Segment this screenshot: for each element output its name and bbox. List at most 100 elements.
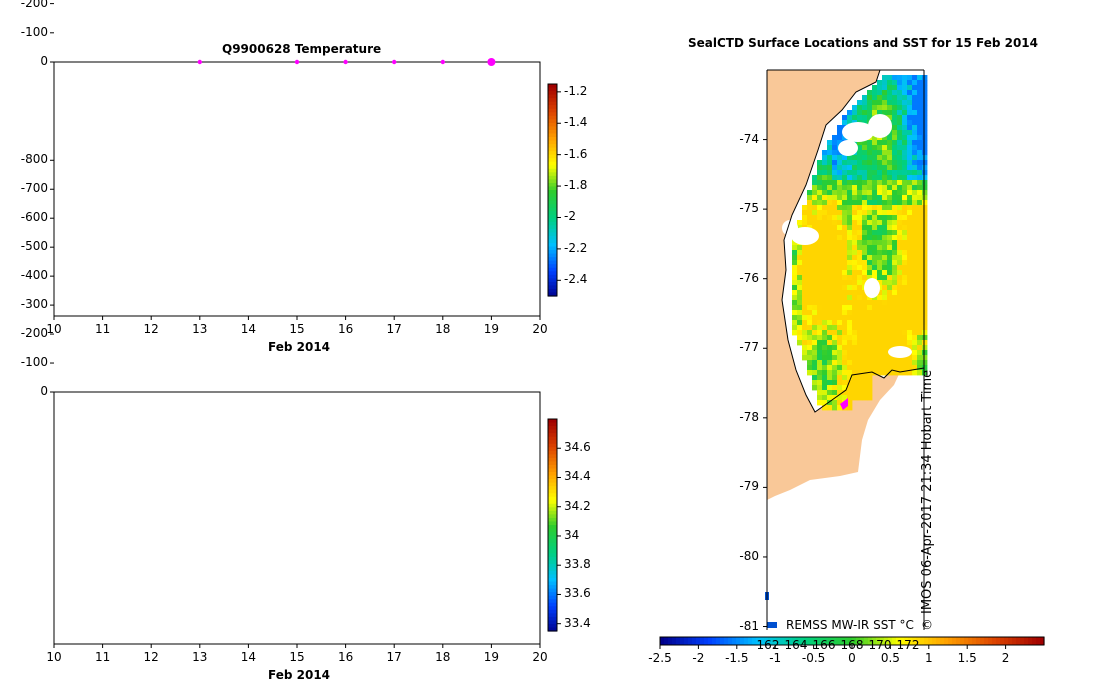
sst-pixel: [867, 95, 873, 101]
temp-xtick-label: 12: [143, 322, 159, 336]
sst-pixel: [887, 170, 893, 176]
sst-pixel: [912, 250, 918, 256]
sst-pixel: [852, 215, 858, 221]
temp-xtick-label: 15: [289, 322, 305, 336]
sst-pixel: [912, 185, 918, 191]
sst-pixel: [867, 235, 873, 241]
sst-pixel: [917, 175, 923, 181]
lat-tick-label: -74: [739, 131, 759, 146]
missing-data-patch: [842, 122, 874, 142]
sst-pixel: [852, 385, 858, 391]
sst-pixel: [922, 285, 928, 291]
sst-pixel: [887, 185, 893, 191]
sst-pixel: [902, 205, 908, 211]
sst-pixel: [897, 275, 903, 281]
sst-pixel: [847, 170, 853, 176]
sst-pixel: [907, 170, 913, 176]
sst-pixel: [887, 110, 893, 116]
sst-pixel: [837, 190, 843, 196]
sst-pixel: [862, 335, 868, 341]
sst-pixel: [897, 335, 903, 341]
sst-pixel: [877, 270, 883, 276]
temp-colorbar-segment: [548, 158, 557, 163]
sst-pixel: [887, 295, 893, 301]
sst-pixel: [872, 330, 878, 336]
sst-pixel: [792, 330, 798, 336]
sst-pixel: [857, 350, 863, 356]
temp-colorbar-segment: [548, 197, 557, 202]
sst-pixel: [882, 255, 888, 261]
sst-pixel: [912, 340, 918, 346]
sst-pixel: [862, 200, 868, 206]
sst-pixel: [847, 175, 853, 181]
sst-pixel: [897, 105, 903, 111]
sst-pixel: [812, 280, 818, 286]
sst-pixel: [797, 310, 803, 316]
sst-pixel: [882, 170, 888, 176]
sst-pixel: [922, 155, 928, 161]
sst-pixel: [822, 330, 828, 336]
sst-colorbar-label: -2.5: [648, 651, 672, 665]
sst-pixel: [842, 305, 848, 311]
temp-colorbar-segment: [548, 133, 557, 138]
sst-pixel: [887, 255, 893, 261]
sst-pixel: [802, 305, 808, 311]
sst-pixel: [922, 150, 928, 156]
sst-pixel: [852, 270, 858, 276]
sst-pixel: [887, 280, 893, 286]
sst-pixel: [877, 245, 883, 251]
sst-colorbar-segment: [748, 637, 753, 645]
sst-pixel: [902, 320, 908, 326]
sst-pixel: [817, 330, 823, 336]
sst-pixel: [862, 265, 868, 271]
sst-pixel: [912, 230, 918, 236]
sst-pixel: [862, 150, 868, 156]
sst-pixel: [872, 300, 878, 306]
sst-pixel: [817, 400, 823, 406]
sst-pixel: [877, 235, 883, 241]
sst-pixel: [862, 195, 868, 201]
sst-pixel: [827, 285, 833, 291]
sst-pixel: [907, 335, 913, 341]
sst-pixel: [802, 280, 808, 286]
sst-pixel: [902, 200, 908, 206]
sst-pixel: [912, 135, 918, 141]
sst-colorbar-segment: [944, 637, 949, 645]
sst-pixel: [872, 365, 878, 371]
sst-pixel: [842, 155, 848, 161]
sst-colorbar-segment: [720, 637, 725, 645]
sst-pixel: [817, 350, 823, 356]
missing-data-patch: [864, 278, 880, 298]
temp-colorbar-segment: [548, 129, 557, 135]
sst-pixel: [817, 315, 823, 321]
sst-pixel: [897, 260, 903, 266]
sst-colorbar-segment: [980, 637, 985, 645]
sst-pixel: [897, 165, 903, 171]
sst-pixel: [837, 390, 843, 396]
sst-pixel: [917, 270, 923, 276]
sst-pixel: [792, 310, 798, 316]
sst-pixel: [832, 370, 838, 376]
sal-colorbar-segment: [548, 556, 557, 561]
sst-pixel: [827, 385, 833, 391]
sst-pixel: [852, 190, 858, 196]
sst-colorbar-label: -1: [769, 651, 782, 665]
sst-pixel: [892, 110, 898, 116]
sst-pixel: [907, 185, 913, 191]
sal-xtick-label: 11: [94, 650, 111, 664]
sst-colorbar-segment: [844, 637, 849, 645]
sst-pixel: [892, 250, 898, 256]
sst-pixel: [792, 290, 798, 296]
temp-colorbar-segment: [548, 264, 557, 269]
sst-pixel: [892, 105, 898, 111]
sst-pixel: [847, 355, 853, 361]
sst-pixel: [922, 215, 928, 221]
sst-pixel: [822, 170, 828, 176]
sst-pixel: [872, 320, 878, 326]
sst-pixel: [887, 145, 893, 151]
sst-pixel: [882, 285, 888, 291]
sst-pixel: [837, 335, 843, 341]
sst-pixel: [832, 185, 838, 191]
sst-pixel: [852, 350, 858, 356]
sst-pixel: [822, 200, 828, 206]
